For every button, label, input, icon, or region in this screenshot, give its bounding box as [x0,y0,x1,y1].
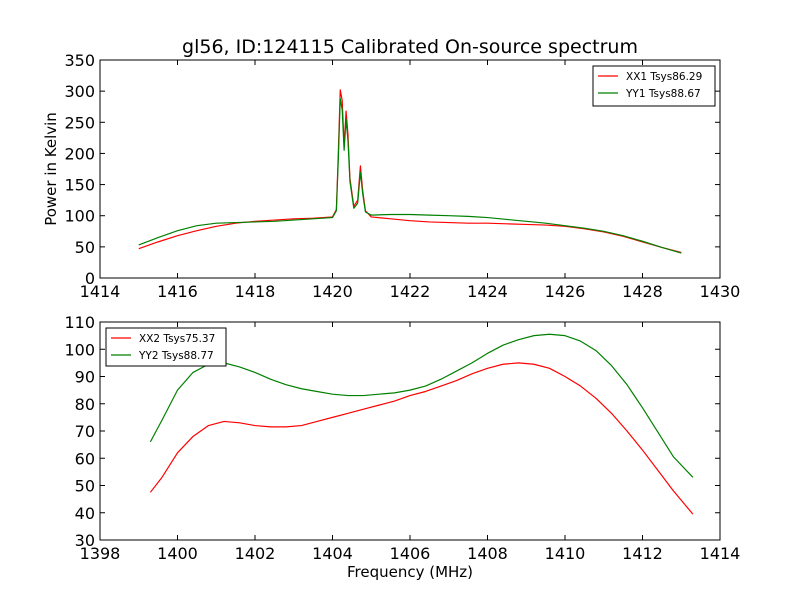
bottom-legend: XX2 Tsys75.37 YY2 Tsys88.77 [105,327,227,367]
bottom-y-tick-label: 80 [75,395,95,414]
bottom-y-tick-label: 110 [64,313,95,332]
top-y-tick-label: 250 [64,113,95,132]
top-y-axis-title: Power in Kelvin [42,112,60,226]
bottom-x-tick-label: 1408 [467,544,508,563]
top-x-tick-label: 1426 [545,282,586,301]
bottom-x-tick-label: 1400 [157,544,198,563]
top-series-line-2 [138,98,682,254]
top-x-tick-label: 1420 [312,282,353,301]
top-panel: 1414 1416 1418 1420 1422 1424 1426 1428 1430 0 50 1… [42,51,740,301]
bottom-y-tick-label: 40 [75,504,95,523]
top-y-tick-label: 200 [64,144,95,163]
bottom-y-tick-label: 30 [75,531,95,550]
bottom-series-line-1 [149,362,694,515]
bottom-series-line-2 [149,333,694,478]
bottom-x-tick-label: 1414 [700,544,741,563]
bottom-x-tick-label: 1410 [545,544,586,563]
top-x-tick-label: 1428 [622,282,663,301]
top-y-tick-label: 100 [64,207,95,226]
bottom-x-tick-label: 1398 [80,544,121,563]
top-legend-box [592,65,716,107]
bottom-y-tick-label: 100 [64,340,95,359]
top-x-tick-label: 1416 [157,282,198,301]
bottom-x-tick-label: 1412 [622,544,663,563]
top-y-tick-label: 300 [64,82,95,101]
bottom-legend-box [105,327,227,367]
bottom-x-axis-title: Frequency (MHz) [347,563,473,581]
top-y-tick-label: 50 [75,238,95,257]
top-x-tick-label: 1430 [700,282,741,301]
top-x-tick-label: 1414 [80,282,121,301]
top-y-tick-label: 0 [85,269,95,288]
bottom-x-tick-label: 1404 [312,544,353,563]
figure-title: gl56, ID:124115 Calibrated On-source spe… [182,36,638,58]
bottom-x-tick-label: 1406 [390,544,431,563]
bottom-y-tick-label: 90 [75,368,95,387]
top-x-tick-label: 1422 [390,282,431,301]
top-y-tick-label: 150 [64,176,95,195]
bottom-legend-label-1: XX2 Tsys75.37 [139,333,215,345]
bottom-panel: 1398 1400 1402 1404 1406 1408 1410 1412 1414 30 40… [64,313,740,581]
top-legend-label-2: YY1 Tsys88.67 [625,88,701,100]
top-x-tick-label: 1418 [235,282,276,301]
top-legend: XX1 Tsys86.29 YY1 Tsys88.67 [592,65,716,107]
bottom-y-tick-label: 60 [75,449,95,468]
bottom-x-tick-label: 1402 [235,544,276,563]
top-x-tick-label: 1424 [467,282,508,301]
bottom-y-tick-label: 70 [75,422,95,441]
bottom-y-tick-label: 50 [75,477,95,496]
top-legend-label-1: XX1 Tsys86.29 [626,71,702,83]
bottom-legend-label-2: YY2 Tsys88.77 [138,350,214,362]
top-y-tick-label: 350 [64,51,95,70]
